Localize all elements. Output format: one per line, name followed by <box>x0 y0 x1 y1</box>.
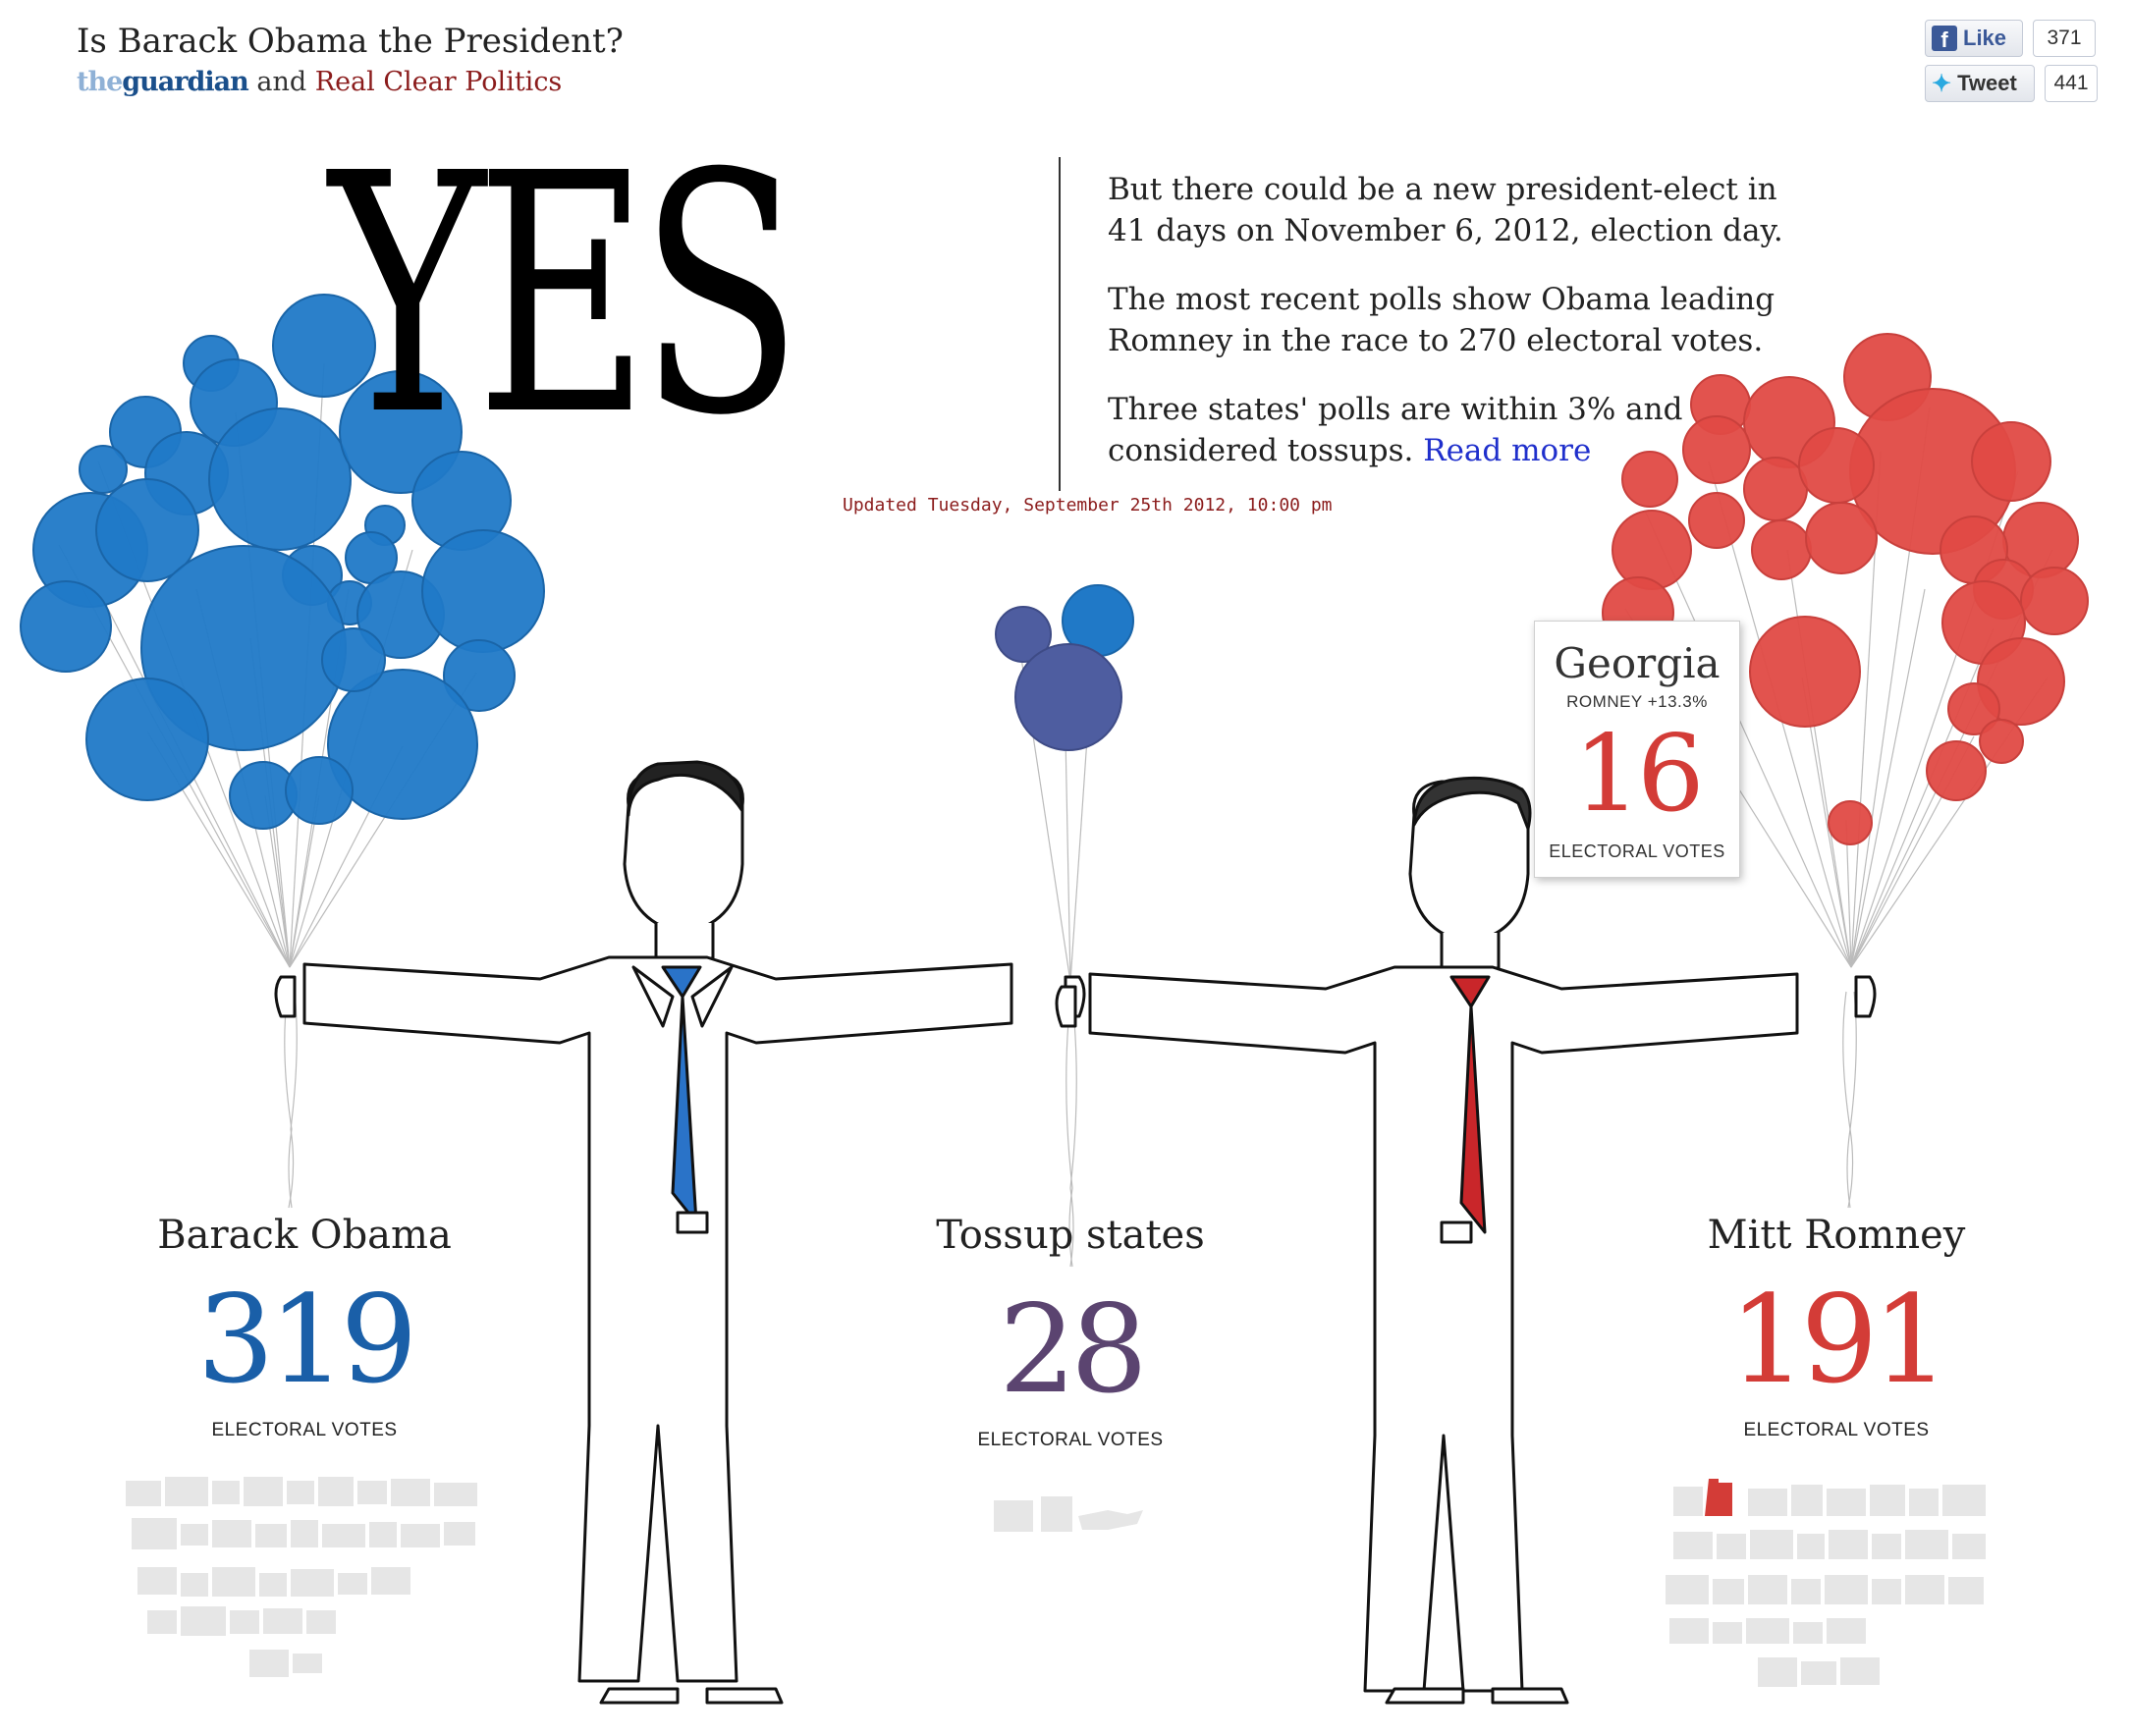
obama-balloons <box>20 294 545 830</box>
heading-divider <box>1059 157 1061 491</box>
tweet-button[interactable]: ✦ Tweet <box>1925 65 2035 102</box>
like-count: 371 <box>2033 20 2096 57</box>
intro-paragraph-1: But there could be a new president-elect… <box>1108 172 1783 248</box>
romney-name: Mitt Romney <box>1707 1213 1966 1258</box>
romney-electoral-votes: 191 <box>1728 1270 1950 1411</box>
obama-figure <box>274 760 1086 1705</box>
tooltip-votes-label: ELECTORAL VOTES <box>1549 841 1725 861</box>
facebook-like-button[interactable]: f Like <box>1925 20 2023 57</box>
romney-figure <box>1055 776 1877 1705</box>
guardian-logo[interactable]: theguardian <box>77 67 249 97</box>
tossup-states-map <box>994 1496 1143 1532</box>
rcp-link[interactable]: Real Clear Politics <box>314 67 563 97</box>
source-and: and <box>256 67 307 97</box>
tossup-electoral-votes: 28 <box>999 1279 1148 1421</box>
romney-balloons <box>1602 333 2089 845</box>
obama-name: Barack Obama <box>157 1213 452 1258</box>
state-tooltip: Georgia ROMNEY +13.3% 16 ELECTORAL VOTES <box>1534 621 1740 878</box>
answer-heading: YES <box>329 104 802 488</box>
updated-timestamp: Updated Tuesday, September 25th 2012, 10… <box>843 495 1333 515</box>
intro-paragraph-3: Three states' polls are within 3% and co… <box>1108 389 1795 471</box>
romney-states-map <box>1666 1485 1986 1687</box>
read-more-link[interactable]: Read more <box>1423 433 1592 468</box>
facebook-icon: f <box>1932 26 1957 51</box>
tooltip-poll-lead: ROMNEY +13.3% <box>1566 692 1708 711</box>
tooltip-state-name: Georgia <box>1554 639 1721 687</box>
tweet-count: 441 <box>2045 65 2098 102</box>
romney-votes-label: ELECTORAL VOTES <box>1743 1420 1930 1440</box>
tossup-name: Tossup states <box>936 1213 1205 1258</box>
page-title: Is Barack Obama the President? <box>77 22 624 61</box>
obama-states-map <box>126 1477 477 1677</box>
obama-electoral-votes: 319 <box>196 1270 418 1411</box>
intro-paragraph-3-text: Three states' polls are within 3% and co… <box>1108 392 1683 468</box>
tweet-label: Tweet <box>1957 71 2017 95</box>
tossup-votes-label: ELECTORAL VOTES <box>977 1430 1164 1450</box>
tooltip-electoral-votes: 16 <box>1573 713 1704 836</box>
georgia-highlight[interactable] <box>1705 1479 1732 1516</box>
obama-votes-label: ELECTORAL VOTES <box>211 1420 398 1440</box>
twitter-bird-icon: ✦ <box>1932 70 1952 97</box>
tossup-balloons <box>995 584 1134 751</box>
source-credits: theguardian and Real Clear Politics <box>77 67 562 97</box>
intro-paragraph-2: The most recent polls show Obama leading… <box>1108 282 1776 358</box>
like-label: Like <box>1963 26 2007 50</box>
